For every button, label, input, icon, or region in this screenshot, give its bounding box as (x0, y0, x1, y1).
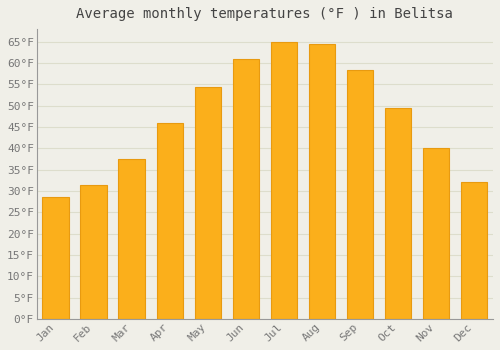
Bar (460, 182, 487, 319)
Bar (232, 59, 259, 319)
Bar (80, 185, 107, 319)
Bar (156, 123, 183, 319)
Bar (308, 44, 335, 319)
Title: Average monthly temperatures (°F ) in Belitsa: Average monthly temperatures (°F ) in Be… (76, 7, 454, 21)
Bar (346, 70, 374, 319)
Bar (422, 148, 450, 319)
Bar (384, 108, 411, 319)
Bar (270, 42, 297, 319)
Bar (42, 197, 69, 319)
Bar (118, 159, 145, 319)
Bar (194, 86, 221, 319)
